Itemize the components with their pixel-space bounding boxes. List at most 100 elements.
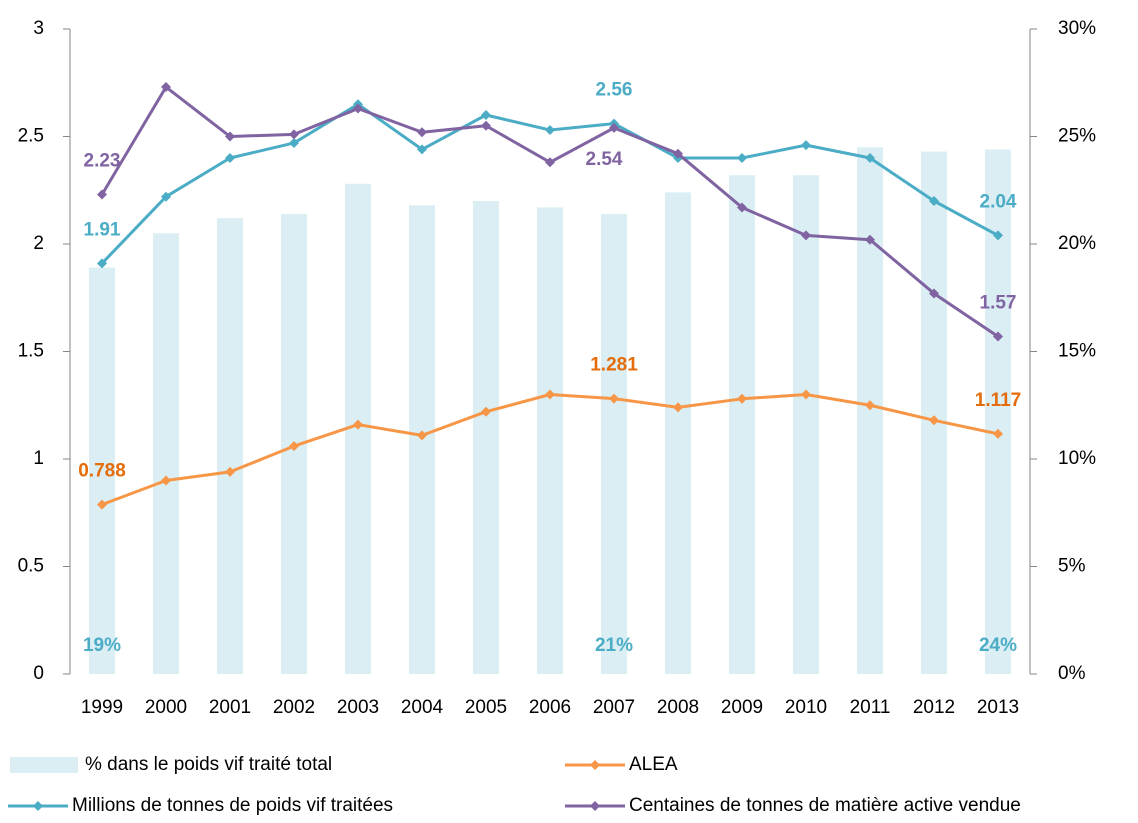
- marker: [289, 137, 299, 148]
- bar: [601, 213, 627, 674]
- bar: [153, 233, 179, 674]
- marker: [865, 153, 875, 163]
- value-label: 1.281: [590, 355, 638, 376]
- y2-tick-label: 20%: [1058, 233, 1096, 254]
- y-tick-label: 3: [33, 18, 44, 39]
- marker: [161, 82, 171, 93]
- marker: [737, 393, 747, 404]
- bar: [537, 207, 563, 674]
- bar: [473, 201, 499, 674]
- y2-tick-label: 5%: [1058, 556, 1086, 577]
- marker: [289, 441, 299, 452]
- marker: [929, 288, 939, 299]
- y-tick-label: 0: [33, 663, 44, 684]
- marker: [801, 230, 811, 241]
- legend-label: Centaines de tonnes de matière active ve…: [629, 795, 1021, 816]
- x-tick-label: 2002: [273, 697, 315, 718]
- legend-label: % dans le poids vif traité total: [85, 754, 332, 775]
- y2-tick-label: 30%: [1058, 18, 1096, 39]
- x-tick-label: 2009: [721, 697, 763, 718]
- bar: [921, 151, 947, 675]
- marker: [865, 400, 875, 411]
- marker: [353, 419, 363, 430]
- x-tick-label: 2010: [785, 697, 827, 718]
- marker: [225, 131, 235, 142]
- legend-label: ALEA: [629, 754, 678, 775]
- marker: [545, 389, 555, 400]
- value-label: 21%: [595, 635, 633, 656]
- marker: [97, 189, 107, 200]
- marker: [993, 230, 1003, 241]
- x-tick-label: 2011: [850, 697, 891, 718]
- bar: [793, 175, 819, 674]
- marker: [481, 120, 491, 131]
- marker: [609, 122, 619, 133]
- value-label: 2.56: [596, 80, 633, 101]
- y2-tick-label: 25%: [1058, 126, 1096, 147]
- bar: [217, 218, 243, 674]
- marker: [161, 475, 171, 486]
- bar: [89, 267, 115, 674]
- y2-tick-label: 0%: [1058, 663, 1086, 684]
- value-label: 1.117: [975, 390, 1022, 411]
- x-tick-label: 2012: [913, 697, 955, 718]
- bar: [857, 147, 883, 674]
- x-tick-label: 2005: [465, 697, 507, 718]
- marker: [929, 196, 939, 206]
- legend-marker: [33, 801, 43, 811]
- x-tick-label: 2008: [657, 697, 699, 718]
- value-label: 19%: [83, 635, 121, 656]
- marker: [673, 402, 683, 413]
- value-label: 2.54: [586, 149, 623, 170]
- y-tick-label: 2: [33, 233, 44, 254]
- value-label: 2.04: [980, 191, 1017, 212]
- marker: [97, 258, 107, 269]
- value-label: 2.23: [84, 151, 121, 172]
- marker: [737, 202, 747, 213]
- marker: [417, 430, 427, 441]
- marker: [417, 127, 427, 138]
- marker: [673, 148, 683, 159]
- y-tick-label: 1.5: [18, 341, 44, 362]
- marker: [993, 428, 1003, 439]
- x-tick-label: 2007: [593, 697, 635, 718]
- x-tick-label: 1999: [81, 697, 123, 718]
- value-label: 1.91: [84, 219, 121, 240]
- legend-marker: [590, 801, 600, 811]
- x-tick-label: 2004: [401, 697, 444, 718]
- y2-tick-label: 15%: [1058, 341, 1096, 362]
- legend-label: Millions de tonnes de poids vif traitées: [72, 795, 393, 816]
- marker: [353, 103, 363, 114]
- y2-tick-label: 10%: [1058, 448, 1096, 469]
- legend-swatch: [10, 757, 78, 773]
- bar: [665, 192, 691, 674]
- marker: [417, 144, 427, 155]
- marker: [801, 140, 811, 151]
- marker: [801, 389, 811, 400]
- legend-marker: [590, 760, 600, 770]
- marker: [225, 153, 235, 163]
- marker: [225, 466, 235, 477]
- value-label: 1.57: [980, 292, 1017, 313]
- marker: [481, 110, 491, 120]
- marker: [609, 393, 619, 404]
- marker: [929, 415, 939, 426]
- value-label: 24%: [979, 635, 1017, 656]
- marker: [289, 129, 299, 140]
- y-tick-label: 0.5: [18, 556, 44, 577]
- y-tick-label: 2.5: [18, 126, 44, 147]
- value-label: 0.788: [78, 461, 126, 482]
- marker: [545, 125, 555, 136]
- marker: [737, 153, 747, 163]
- bar: [729, 175, 755, 674]
- marker: [97, 499, 107, 510]
- x-tick-label: 2006: [529, 697, 571, 718]
- x-tick-label: 2013: [977, 697, 1019, 718]
- marker: [161, 191, 171, 202]
- marker: [545, 157, 555, 168]
- bar: [985, 149, 1011, 674]
- x-tick-label: 2000: [145, 697, 187, 718]
- x-tick-label: 2003: [337, 697, 379, 718]
- y-tick-label: 1: [33, 448, 44, 469]
